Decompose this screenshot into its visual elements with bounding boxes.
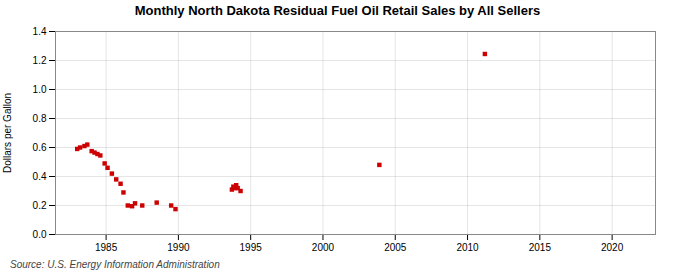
svg-text:2010: 2010 (456, 242, 479, 253)
svg-text:2005: 2005 (384, 242, 407, 253)
svg-text:2020: 2020 (601, 242, 624, 253)
svg-text:1.2: 1.2 (33, 55, 47, 66)
svg-text:1990: 1990 (167, 242, 190, 253)
svg-text:2015: 2015 (529, 242, 552, 253)
svg-text:1995: 1995 (240, 242, 263, 253)
svg-text:1985: 1985 (95, 242, 118, 253)
svg-text:Dollars per Gallon: Dollars per Gallon (2, 93, 13, 173)
html-text:Source: U.S. Energy Informatio: Source: U.S. Energy Information Administ… (10, 259, 220, 270)
svg-text:0.6: 0.6 (33, 142, 47, 153)
svg-text:0.4: 0.4 (33, 171, 47, 182)
svg-text:2000: 2000 (312, 242, 335, 253)
svg-text:1.4: 1.4 (33, 26, 47, 37)
svg-text:0.8: 0.8 (33, 113, 47, 124)
html-text:Monthly North Dakota Residual: Monthly North Dakota Residual Fuel Oil R… (134, 3, 541, 18)
svg-text:0.2: 0.2 (33, 200, 47, 211)
svg-text:1.0: 1.0 (33, 84, 47, 95)
svg-text:0.0: 0.0 (33, 229, 47, 240)
